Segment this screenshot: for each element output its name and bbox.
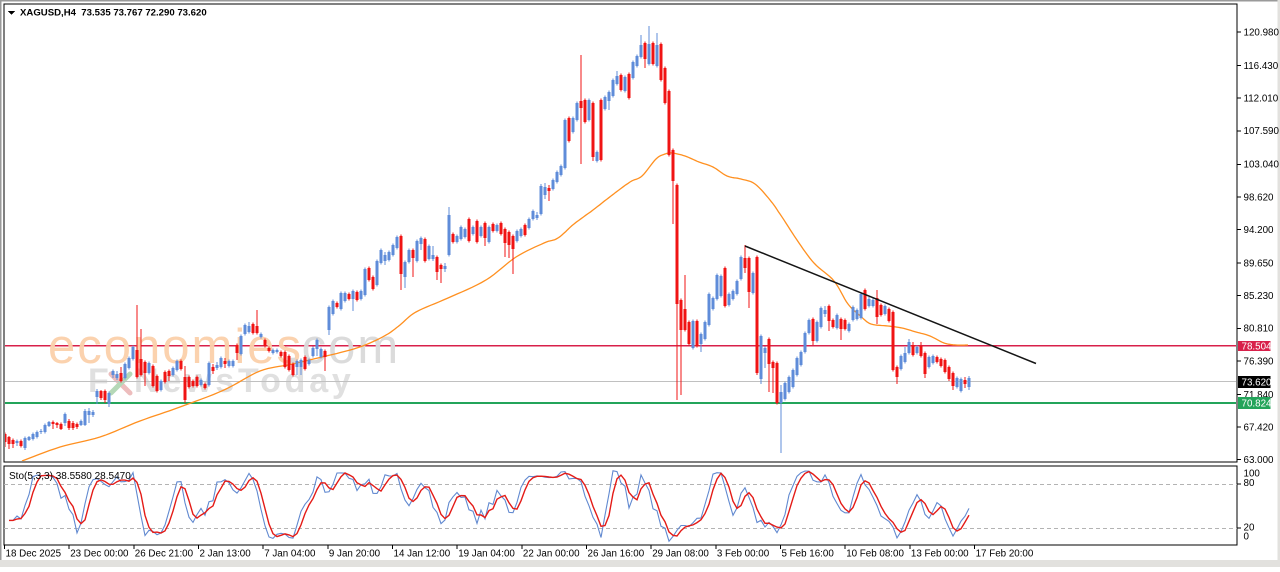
svg-text:89.650: 89.650 [1244, 259, 1275, 270]
svg-text:70.824: 70.824 [1242, 399, 1273, 410]
svg-text:29 Jan 08:00: 29 Jan 08:00 [652, 549, 709, 560]
svg-text:80: 80 [1244, 478, 1255, 489]
svg-text:Sto(5,3,3) 38.5580 28.5470: Sto(5,3,3) 38.5580 28.5470 [9, 471, 131, 482]
svg-text:26 Jan 16:00: 26 Jan 16:00 [588, 549, 645, 560]
svg-text:9 Jan 20:00: 9 Jan 20:00 [329, 549, 381, 560]
svg-text:107.590: 107.590 [1244, 126, 1280, 137]
svg-text:26 Dec 21:00: 26 Dec 21:00 [135, 549, 194, 560]
svg-text:116.430: 116.430 [1244, 61, 1279, 72]
svg-text:63.000: 63.000 [1244, 455, 1275, 466]
svg-text:67.420: 67.420 [1244, 422, 1275, 433]
svg-text:22 Jan 00:00: 22 Jan 00:00 [523, 549, 580, 560]
svg-text:17 Feb 20:00: 17 Feb 20:00 [976, 549, 1034, 560]
svg-text:80.810: 80.810 [1244, 324, 1275, 335]
svg-text:XAGUSD,H4 73.535 73.767 72.29: XAGUSD,H4 73.535 73.767 72.290 73.620 [20, 8, 207, 19]
svg-text:7 Jan 04:00: 7 Jan 04:00 [264, 549, 316, 560]
svg-text:2 Jan 13:00: 2 Jan 13:00 [200, 549, 252, 560]
svg-text:18 Dec 2025: 18 Dec 2025 [6, 549, 62, 560]
svg-text:112.010: 112.010 [1244, 94, 1279, 105]
svg-text:13 Feb 00:00: 13 Feb 00:00 [911, 549, 969, 560]
svg-text:5 Feb 16:00: 5 Feb 16:00 [782, 549, 835, 560]
svg-text:120.980: 120.980 [1244, 27, 1280, 38]
svg-text:19 Jan 04:00: 19 Jan 04:00 [458, 549, 515, 560]
svg-text:98.620: 98.620 [1244, 192, 1275, 203]
svg-text:0: 0 [1244, 532, 1250, 543]
svg-text:3 Feb 00:00: 3 Feb 00:00 [717, 549, 770, 560]
svg-text:14 Jan 12:00: 14 Jan 12:00 [394, 549, 451, 560]
svg-text:23 Dec 00:00: 23 Dec 00:00 [70, 549, 129, 560]
svg-text:94.200: 94.200 [1244, 225, 1275, 236]
svg-text:10 Feb 08:00: 10 Feb 08:00 [846, 549, 904, 560]
svg-text:85.230: 85.230 [1244, 291, 1275, 302]
svg-text:103.040: 103.040 [1244, 160, 1280, 171]
svg-text:76.390: 76.390 [1244, 356, 1275, 367]
svg-text:78.504: 78.504 [1242, 342, 1273, 353]
svg-text:73.620: 73.620 [1242, 377, 1273, 388]
